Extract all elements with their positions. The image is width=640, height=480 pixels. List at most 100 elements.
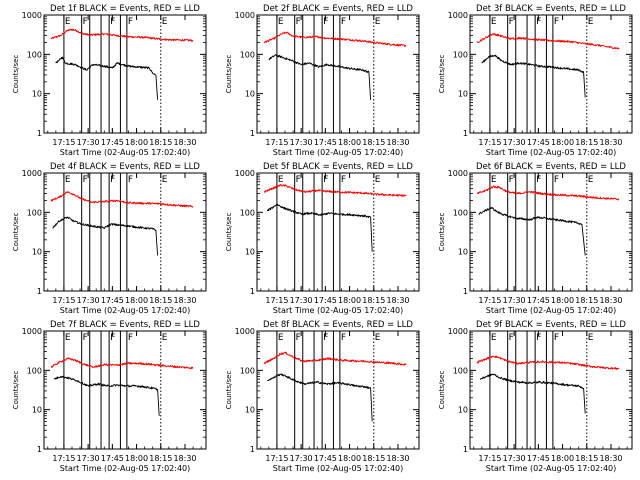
interval-marker-label: F — [323, 175, 328, 185]
x-tick-label: 17:30 — [290, 296, 313, 305]
x-tick-label: 17:15 — [52, 138, 75, 147]
event-rate-line — [481, 54, 586, 98]
event-rate-line — [53, 375, 160, 416]
x-tick-label: 18:30 — [173, 138, 196, 147]
y-tick-label: 100 — [240, 208, 255, 217]
x-tick-label: 18:00 — [125, 138, 148, 147]
y-tick-label: 100 — [453, 366, 468, 375]
interval-marker-label: F — [128, 333, 133, 343]
interval-marker-label: F — [83, 17, 88, 27]
y-tick-label: 10 — [245, 90, 255, 99]
lld-rate-line — [50, 357, 194, 370]
chart-title: Det 6f BLACK = Events, RED = LLD — [476, 162, 626, 172]
x-tick-label: 18:30 — [386, 454, 409, 463]
y-axis-label: Counts/sec — [438, 55, 446, 94]
y-tick-label: 100 — [453, 208, 468, 217]
interval-marker-label: F — [554, 17, 559, 27]
chart-panel-7: Det 7f BLACK = Events, RED = LLD 1 10 100 10… — [12, 320, 207, 473]
x-tick-label: 18:00 — [338, 138, 361, 147]
interval-marker-label: F — [83, 333, 88, 343]
x-axis-label: Start Time (02-Aug-05 17:02:40) — [60, 464, 191, 473]
y-tick-label: 10 — [32, 90, 42, 99]
interval-marker-label: F — [296, 175, 301, 185]
interval-marker-label: E — [375, 175, 381, 185]
interval-marker-label: E — [588, 17, 594, 27]
chart-panel-9: Det 9f BLACK = Events, RED = LLD 1 10 100 10… — [438, 320, 633, 473]
plot-frame — [43, 14, 207, 134]
plot-frame — [469, 14, 633, 134]
x-tick-label: 18:30 — [599, 138, 622, 147]
interval-marker-label: F — [341, 17, 346, 27]
x-tick-label: 18:30 — [599, 296, 622, 305]
y-tick-label: 1 — [250, 129, 255, 138]
y-axis-label: Counts/sec — [12, 371, 20, 410]
y-tick-label: 10 — [458, 90, 468, 99]
x-tick-label: 17:15 — [478, 454, 501, 463]
x-tick-label: 18:15 — [149, 296, 172, 305]
interval-marker-label: E — [162, 17, 168, 27]
plot-frame — [469, 330, 633, 450]
x-axis-label: Start Time (02-Aug-05 17:02:40) — [60, 148, 191, 157]
interval-marker-label: E — [491, 333, 497, 343]
x-tick-label: 17:15 — [265, 454, 288, 463]
y-tick-label: 1000 — [448, 327, 468, 336]
interval-marker-label: E — [375, 333, 381, 343]
x-axis-label: Start Time (02-Aug-05 17:02:40) — [486, 464, 617, 473]
y-tick-label: 100 — [453, 50, 468, 59]
y-minor-ticks — [257, 16, 419, 122]
y-tick-label: 1 — [37, 129, 42, 138]
y-tick-label: 10 — [245, 406, 255, 415]
chart-panel-6: Det 6f BLACK = Events, RED = LLD 1 10 100 10… — [438, 162, 633, 315]
interval-marker-label: E — [278, 175, 284, 185]
interval-marker-label: F — [128, 17, 133, 27]
y-axis-label: Counts/sec — [438, 213, 446, 252]
x-tick-label: 18:00 — [125, 296, 148, 305]
chart-panel-5: Det 5f BLACK = Events, RED = LLD 1 10 100 10… — [225, 162, 420, 315]
x-tick-label: 17:15 — [265, 138, 288, 147]
y-tick-label: 1 — [463, 287, 468, 296]
x-tick-label: 18:00 — [338, 296, 361, 305]
x-tick-label: 18:15 — [362, 454, 385, 463]
y-tick-label: 100 — [240, 366, 255, 375]
y-tick-label: 1000 — [235, 11, 255, 20]
x-tick-label: 17:30 — [77, 454, 100, 463]
y-tick-label: 1000 — [22, 11, 42, 20]
x-tick-label: 17:15 — [265, 296, 288, 305]
y-tick-label: 1000 — [235, 169, 255, 178]
event-rate-line — [55, 56, 159, 100]
event-rate-line — [478, 206, 586, 256]
interval-marker-label: E — [162, 333, 168, 343]
x-tick-label: 17:45 — [314, 138, 337, 147]
chart-title: Det 1f BLACK = Events, RED = LLD — [50, 4, 200, 14]
chart-title: Det 4f BLACK = Events, RED = LLD — [50, 162, 200, 172]
interval-marker-label: F — [128, 175, 133, 185]
x-tick-label: 18:15 — [362, 138, 385, 147]
interval-marker-label: F — [536, 17, 541, 27]
y-tick-label: 1 — [463, 445, 468, 454]
x-tick-label: 17:45 — [527, 138, 550, 147]
x-tick-label: 18:30 — [173, 296, 196, 305]
chart-title: Det 2f BLACK = Events, RED = LLD — [263, 4, 413, 14]
interval-marker-label: E — [588, 175, 594, 185]
x-tick-label: 18:15 — [149, 138, 172, 147]
chart-panel-8: Det 8f BLACK = Events, RED = LLD 1 10 100 10… — [225, 320, 420, 473]
lld-rate-line — [476, 32, 620, 50]
x-tick-label: 17:45 — [314, 296, 337, 305]
interval-marker-label: F — [536, 175, 541, 185]
x-tick-label: 18:00 — [551, 138, 574, 147]
x-tick-label: 18:30 — [386, 138, 409, 147]
event-rate-line — [479, 373, 586, 414]
plot-frame — [256, 330, 420, 450]
x-tick-label: 17:15 — [52, 454, 75, 463]
y-tick-label: 10 — [245, 248, 255, 257]
y-tick-label: 1 — [250, 445, 255, 454]
plot-frame — [256, 172, 420, 292]
interval-marker-label: E — [588, 333, 594, 343]
chart-panel-2: Det 2f BLACK = Events, RED = LLD 1 10 100 10… — [225, 4, 420, 157]
y-minor-ticks — [257, 174, 419, 280]
x-tick-label: 17:15 — [478, 296, 501, 305]
x-tick-label: 17:45 — [101, 296, 124, 305]
y-minor-ticks — [44, 16, 206, 122]
x-tick-label: 18:00 — [551, 454, 574, 463]
